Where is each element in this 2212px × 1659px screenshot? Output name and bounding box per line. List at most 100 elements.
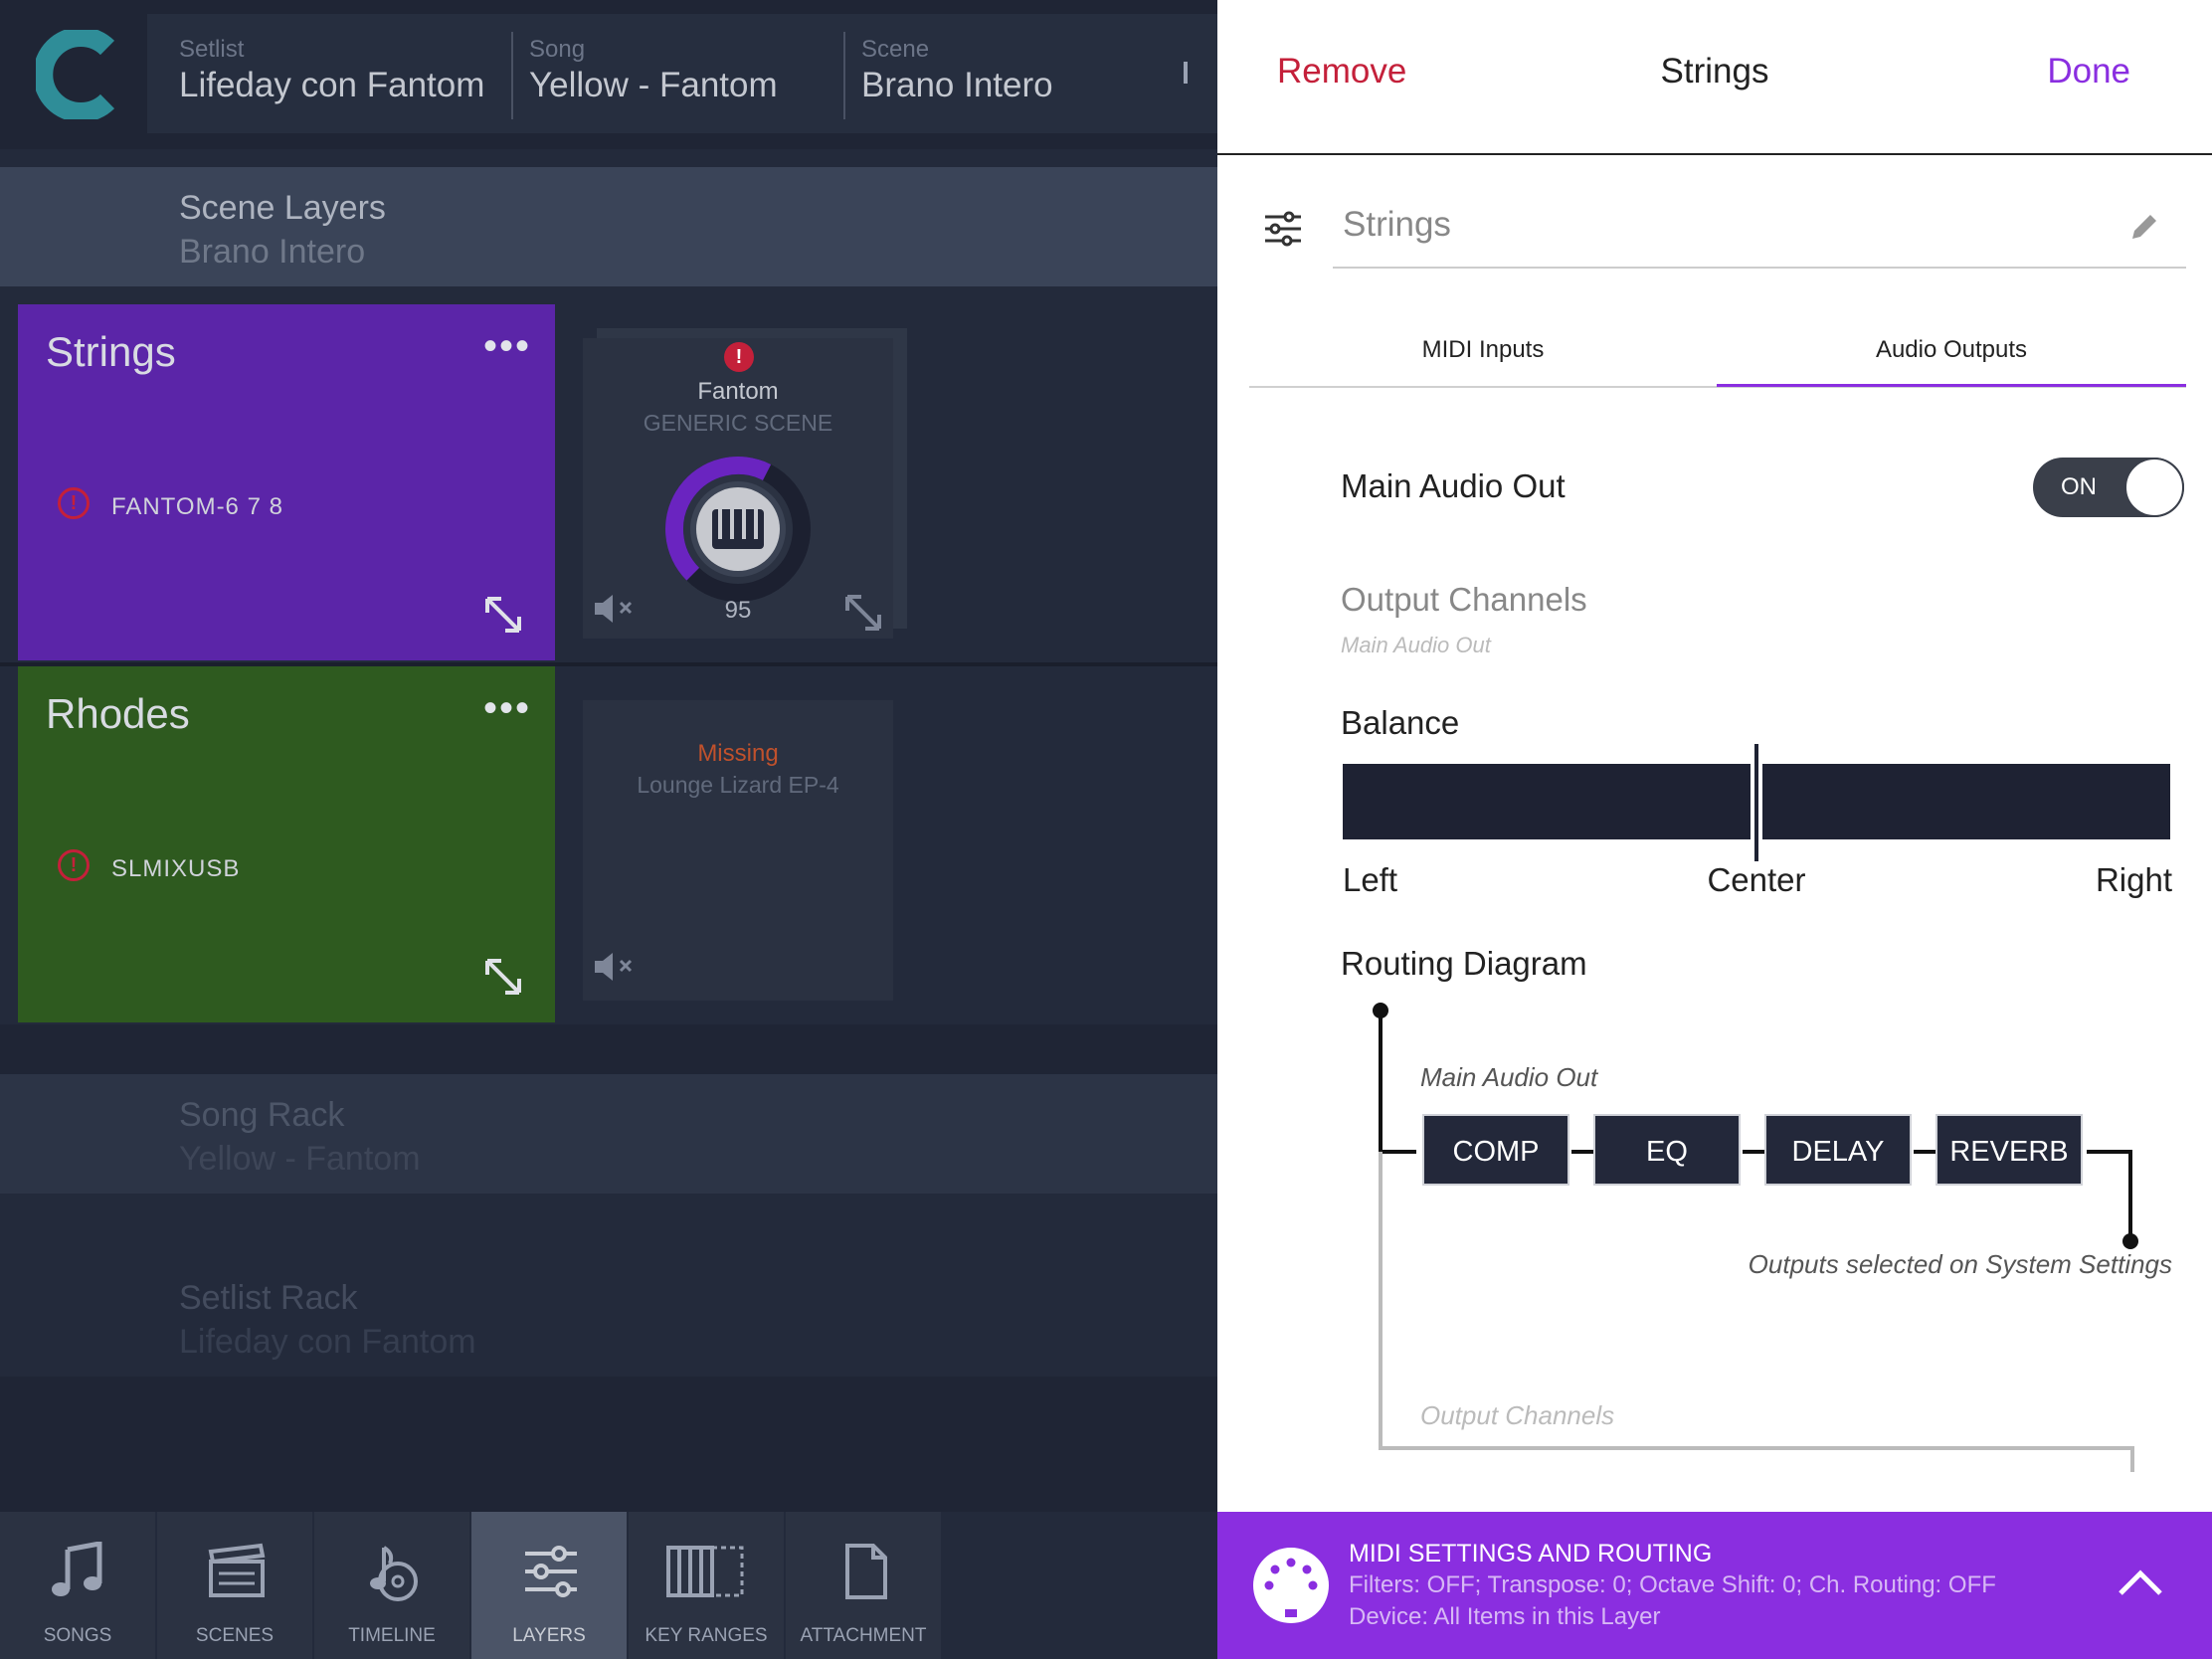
volume-value: 95: [724, 597, 752, 624]
active-tab-indicator: [1717, 384, 2186, 387]
tab-underline: [1249, 386, 2186, 388]
more-icon[interactable]: •••: [483, 324, 532, 368]
tab-label: KEY RANGES: [645, 1625, 768, 1646]
plugin-card-fantom[interactable]: ! Fantom GENERIC SCENE 95: [583, 338, 893, 639]
routing-diagram-label: Routing Diagram: [1341, 945, 1587, 982]
piano-icon: [712, 509, 764, 549]
divider: [843, 32, 845, 119]
expand-icon[interactable]: [481, 955, 525, 999]
tab-audio-outputs[interactable]: Audio Outputs: [1875, 336, 2028, 363]
panel-title: Strings: [1660, 52, 1769, 91]
midi-connector-icon: [1253, 1548, 1329, 1623]
output-channels-label: Output Channels: [1341, 581, 1587, 618]
volume-knob[interactable]: [658, 450, 818, 609]
crumb-scene[interactable]: Scene Brano Intero: [830, 14, 1158, 133]
divider: [511, 32, 513, 119]
fx-eq-button[interactable]: EQ: [1593, 1114, 1741, 1186]
balance-left-label: Left: [1343, 861, 1398, 898]
breadcrumb: Setlist Lifeday con Fantom Song Yellow -…: [147, 14, 1217, 133]
song-rack-header[interactable]: Song Rack Yellow - Fantom: [0, 1074, 1217, 1194]
layer-device: FANTOM-6 7 8: [111, 493, 283, 520]
fx-comp-button[interactable]: COMP: [1422, 1114, 1569, 1186]
crumb-song[interactable]: Song Yellow - Fantom: [497, 14, 826, 133]
spacer: [0, 1024, 1217, 1074]
warning-icon: !: [58, 849, 90, 881]
layer-device: SLMIXUSB: [111, 855, 241, 882]
crumb-value: Yellow - Fantom: [529, 66, 778, 104]
music-note-icon: [52, 1542, 102, 1596]
tab-attachment[interactable]: ATTACHMENT: [786, 1512, 941, 1659]
more-icon[interactable]: •••: [483, 686, 532, 730]
done-button[interactable]: Done: [2047, 52, 2130, 91]
tab-label: LAYERS: [512, 1625, 586, 1646]
timeline-icon: [370, 1546, 418, 1601]
routing-source-label: Main Audio Out: [1420, 1062, 1598, 1092]
tab-label: SONGS: [43, 1625, 112, 1646]
layer-name-field[interactable]: Strings: [1343, 205, 1451, 244]
plugin-subtitle: GENERIC SCENE: [643, 410, 833, 436]
sliders-icon: [1265, 211, 1301, 247]
app-logo[interactable]: [36, 30, 117, 119]
chevron-up-icon[interactable]: [2117, 1566, 2164, 1597]
tab-timeline[interactable]: TIMELINE: [314, 1512, 469, 1659]
tab-label: TIMELINE: [348, 1625, 436, 1646]
divider: [0, 662, 1217, 666]
remove-button[interactable]: Remove: [1277, 52, 1407, 91]
mute-icon[interactable]: [593, 949, 639, 985]
clapperboard-icon: [208, 1543, 266, 1597]
document-icon: [845, 1544, 887, 1599]
crumb-label: Setlist: [179, 36, 245, 63]
fx-delay-button[interactable]: DELAY: [1764, 1114, 1912, 1186]
section-title: Song Rack: [179, 1096, 345, 1134]
crumb-setlist[interactable]: Setlist Lifeday con Fantom: [147, 14, 505, 133]
plugin-status: Missing: [697, 740, 779, 767]
midi-bar-line2: Device: All Items in this Layer: [1349, 1603, 1661, 1630]
balance-right-label: Right: [2095, 861, 2172, 898]
tab-label: ATTACHMENT: [800, 1625, 927, 1646]
toggle-label: ON: [2061, 473, 2097, 500]
midi-bar-line1: Filters: OFF; Transpose: 0; Octave Shift…: [1349, 1571, 1996, 1598]
pencil-icon[interactable]: [2128, 211, 2160, 243]
section-subtitle: Brano Intero: [179, 233, 366, 271]
routing-diagram-lines: [1373, 1003, 2138, 1472]
midi-settings-bar[interactable]: MIDI SETTINGS AND ROUTING Filters: OFF; …: [1217, 1512, 2212, 1659]
layer-settings-panel: Remove Strings Done Strings MIDI Inputs …: [1217, 0, 2212, 1659]
crumb-label: Song: [529, 36, 586, 63]
sliders-icon: [525, 1546, 577, 1597]
balance-thumb[interactable]: [1751, 744, 1762, 861]
layer-name: Strings: [46, 328, 176, 375]
main-app: Setlist Lifeday con Fantom Song Yellow -…: [0, 0, 1217, 1659]
layer-name: Rhodes: [46, 690, 190, 737]
tab-scenes[interactable]: SCENES: [157, 1512, 312, 1659]
expand-icon[interactable]: [481, 593, 525, 637]
plugin-name: Fantom: [697, 378, 779, 405]
fx-reverb-button[interactable]: REVERB: [1936, 1114, 2083, 1186]
output-channels-value[interactable]: Main Audio Out: [1341, 633, 1491, 657]
tab-midi-inputs[interactable]: MIDI Inputs: [1421, 336, 1545, 363]
setlist-rack-header[interactable]: Setlist Rack Lifeday con Fantom: [0, 1257, 1217, 1377]
tab-songs[interactable]: SONGS: [0, 1512, 155, 1659]
routing-note: Outputs selected on System Settings: [1748, 1249, 2172, 1279]
keyboard-icon: [666, 1546, 744, 1597]
balance-label: Balance: [1341, 704, 1460, 741]
layer-card-rhodes[interactable]: Rhodes ••• ! SLMIXUSB: [18, 666, 555, 1022]
section-title: Scene Layers: [179, 189, 386, 227]
expand-icon[interactable]: [841, 591, 885, 635]
top-bar: Setlist Lifeday con Fantom Song Yellow -…: [0, 0, 1217, 149]
layer-card-strings[interactable]: Strings ••• ! FANTOM-6 7 8: [18, 304, 555, 660]
tab-key-ranges[interactable]: KEY RANGES: [629, 1512, 784, 1659]
routing-output-channels: Output Channels: [1420, 1400, 1615, 1430]
divider: [1217, 153, 2212, 155]
mute-icon[interactable]: [593, 591, 639, 627]
main-audio-out-label: Main Audio Out: [1341, 467, 1566, 504]
scroll-indicator: [1184, 62, 1188, 84]
balance-center-label: Center: [1707, 861, 1806, 898]
main-audio-out-toggle[interactable]: ON: [2033, 458, 2184, 517]
tab-layers[interactable]: LAYERS: [471, 1512, 627, 1659]
midi-bar-title: MIDI SETTINGS AND ROUTING: [1349, 1540, 1713, 1567]
plugin-card-missing[interactable]: Missing Lounge Lizard EP-4: [583, 700, 893, 1001]
warning-icon: !: [58, 487, 90, 519]
tab-label: SCENES: [195, 1625, 275, 1646]
balance-slider[interactable]: [1343, 744, 2170, 861]
scene-layers-header[interactable]: Scene Layers Brano Intero: [0, 167, 1217, 286]
